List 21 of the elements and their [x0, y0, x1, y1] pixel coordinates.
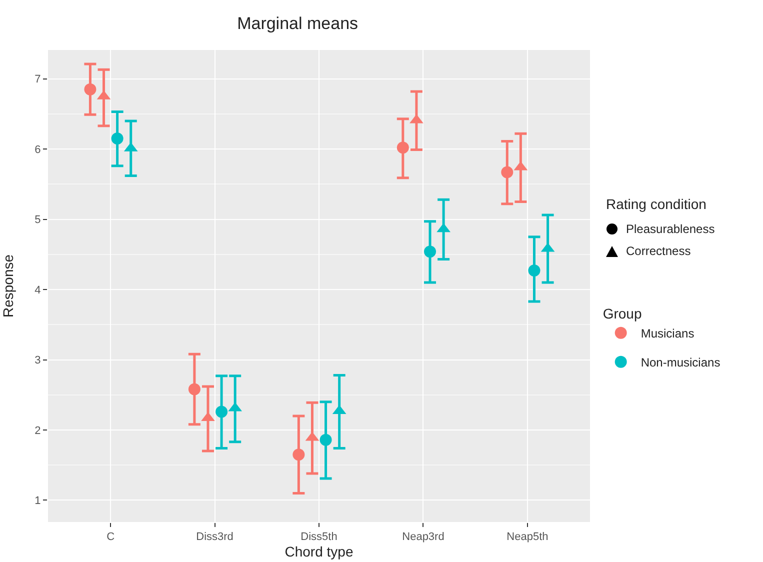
x-axis-title: Chord type [284, 544, 354, 560]
legend-label: Non-musicians [640, 356, 720, 370]
y-tick-label: 3 [34, 354, 41, 367]
x-tick-label: Neap3rd [402, 531, 444, 544]
text: Pleasurableness [626, 222, 715, 236]
chart-title: Marginal means [237, 14, 358, 33]
legend-title: Group [602, 305, 642, 322]
y-tick-label: 7 [34, 74, 41, 86]
legend-label: Musicians [640, 326, 694, 341]
text: Rating condition [606, 196, 708, 212]
y-tick-label: 1 [34, 495, 41, 508]
y-tick-label: 6 [34, 144, 41, 156]
y-tick-label: 4 [34, 284, 41, 296]
y-tick-label: 2 [34, 424, 41, 437]
y-axis-title: Response [0, 254, 16, 318]
y-tick-label: 5 [34, 214, 41, 226]
x-tick-label: Diss5th [300, 531, 338, 544]
x-tick-label: C [106, 531, 115, 544]
x-tick-label: Neap5th [506, 531, 548, 544]
x-tick-label: Diss3rd [196, 531, 234, 544]
text: Correctness [626, 244, 691, 258]
